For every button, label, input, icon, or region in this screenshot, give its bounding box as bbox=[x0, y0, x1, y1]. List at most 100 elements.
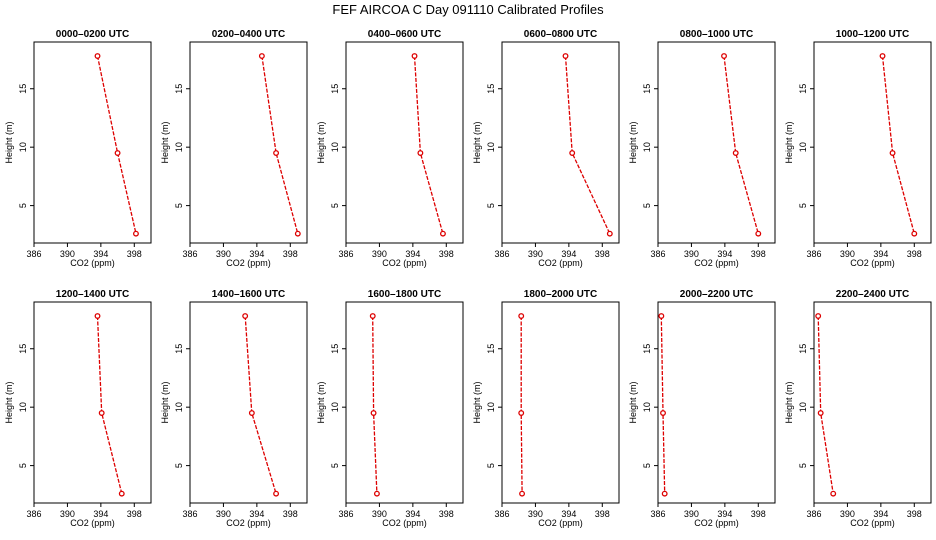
panel-title: 1400–1600 UTC bbox=[212, 289, 285, 300]
co2-profile-point bbox=[273, 150, 280, 156]
y-tick-label: 5 bbox=[642, 203, 652, 208]
panel-7: 1200–1400 UTC 386 390 394 398 5 10 15 CO2 (ppm) H… bbox=[4, 289, 152, 528]
co2-profile-point bbox=[606, 230, 613, 237]
co2-profile-point bbox=[118, 490, 125, 497]
x-tick-label: 386 bbox=[26, 509, 41, 519]
plot-frame bbox=[345, 301, 464, 504]
x-tick-label: 386 bbox=[494, 249, 509, 259]
y-tick-label: 10 bbox=[798, 142, 808, 152]
y-tick-label: 10 bbox=[642, 402, 652, 412]
plot-frame bbox=[657, 301, 776, 504]
plot-frame bbox=[189, 41, 308, 244]
x-tick-label: 394 bbox=[249, 249, 264, 259]
x-tick-label: 398 bbox=[595, 509, 610, 519]
x-tick-label: 386 bbox=[806, 509, 821, 519]
co2-profile-point bbox=[660, 410, 666, 416]
y-axis-label: Height (m) bbox=[628, 121, 638, 163]
y-tick-label: 15 bbox=[330, 344, 340, 354]
y-axis-label: Height (m) bbox=[628, 381, 638, 423]
panel-12: 2200–2400 UTC 386 390 394 398 5 10 15 CO2 (ppm) H… bbox=[784, 289, 932, 528]
co2-profile-point bbox=[879, 53, 886, 59]
panel-title: 2000–2200 UTC bbox=[680, 289, 753, 300]
y-tick-label: 15 bbox=[642, 344, 652, 354]
panel-title: 0400–0600 UTC bbox=[368, 29, 441, 40]
x-tick-label: 390 bbox=[684, 249, 699, 259]
x-tick-label: 394 bbox=[873, 249, 888, 259]
x-axis-label: CO2 (ppm) bbox=[850, 518, 895, 528]
co2-profile-point bbox=[94, 313, 101, 319]
x-axis-label: CO2 (ppm) bbox=[538, 258, 583, 268]
panel-2: 0200–0400 UTC 386 390 394 398 5 10 15 CO2 (ppm) H… bbox=[160, 29, 308, 268]
x-tick-label: 394 bbox=[561, 509, 576, 519]
panel-title: 0600–0800 UTC bbox=[524, 29, 597, 40]
plot-frame bbox=[189, 301, 308, 504]
co2-profile-point bbox=[721, 53, 727, 59]
co2-profile-point bbox=[569, 150, 576, 156]
plot-frame bbox=[501, 41, 620, 244]
y-tick-label: 5 bbox=[642, 463, 652, 468]
co2-profile-point bbox=[732, 150, 739, 156]
y-axis-label: Height (m) bbox=[472, 381, 482, 423]
y-tick-label: 10 bbox=[174, 402, 184, 412]
x-tick-label: 390 bbox=[216, 249, 231, 259]
x-tick-label: 386 bbox=[26, 249, 41, 259]
x-tick-label: 390 bbox=[528, 509, 543, 519]
x-tick-label: 398 bbox=[907, 509, 922, 519]
co2-profile-point bbox=[815, 313, 822, 319]
x-tick-label: 390 bbox=[840, 249, 855, 259]
x-tick-label: 394 bbox=[561, 249, 576, 259]
x-tick-label: 394 bbox=[405, 509, 420, 519]
y-axis-label: Height (m) bbox=[160, 381, 170, 423]
x-tick-label: 390 bbox=[372, 509, 387, 519]
x-axis-label: CO2 (ppm) bbox=[694, 518, 739, 528]
co2-profile-point bbox=[242, 313, 249, 319]
y-tick-label: 15 bbox=[798, 344, 808, 354]
y-tick-label: 15 bbox=[642, 84, 652, 94]
x-tick-label: 398 bbox=[907, 249, 922, 259]
y-tick-label: 10 bbox=[486, 142, 496, 152]
panel-5: 0800–1000 UTC 386 390 394 398 5 10 15 CO2 (ppm) H… bbox=[628, 29, 776, 268]
plot-frame bbox=[501, 301, 620, 504]
x-axis-label: CO2 (ppm) bbox=[70, 518, 115, 528]
y-tick-label: 5 bbox=[174, 463, 184, 468]
plot-frame bbox=[813, 41, 932, 244]
x-tick-label: 394 bbox=[717, 509, 732, 519]
x-tick-label: 398 bbox=[439, 249, 454, 259]
x-tick-label: 398 bbox=[439, 509, 454, 519]
co2-profile-point bbox=[370, 410, 377, 416]
co2-profile-point bbox=[373, 490, 380, 497]
y-tick-label: 15 bbox=[798, 84, 808, 94]
co2-profile-point bbox=[411, 53, 418, 59]
co2-profile-point bbox=[817, 410, 824, 416]
x-tick-label: 394 bbox=[249, 509, 264, 519]
co2-profile-point bbox=[518, 313, 525, 319]
figure-title: FEF AIRCOA C Day 091110 Calibrated Profi… bbox=[332, 2, 604, 17]
y-axis-label: Height (m) bbox=[784, 381, 794, 423]
x-tick-label: 398 bbox=[595, 249, 610, 259]
y-tick-label: 5 bbox=[330, 203, 340, 208]
x-tick-label: 386 bbox=[806, 249, 821, 259]
x-axis-label: CO2 (ppm) bbox=[850, 258, 895, 268]
y-tick-label: 10 bbox=[486, 402, 496, 412]
panel-title: 0000–0200 UTC bbox=[56, 29, 129, 40]
x-tick-label: 398 bbox=[751, 249, 766, 259]
co2-profile-point bbox=[518, 410, 525, 416]
y-tick-label: 15 bbox=[330, 84, 340, 94]
co2-profile-point bbox=[755, 230, 762, 237]
co2-profile-point bbox=[658, 313, 665, 319]
x-tick-label: 390 bbox=[372, 249, 387, 259]
x-tick-label: 386 bbox=[494, 509, 509, 519]
x-tick-label: 394 bbox=[93, 249, 108, 259]
co2-profile-point bbox=[294, 230, 301, 237]
x-axis-label: CO2 (ppm) bbox=[226, 518, 271, 528]
co2-profile-point bbox=[911, 230, 918, 237]
y-tick-label: 5 bbox=[174, 203, 184, 208]
x-tick-label: 394 bbox=[405, 249, 420, 259]
y-tick-label: 5 bbox=[486, 463, 496, 468]
y-tick-label: 15 bbox=[486, 344, 496, 354]
panel-title: 0200–0400 UTC bbox=[212, 29, 285, 40]
panel-title: 1200–1400 UTC bbox=[56, 289, 129, 300]
plot-frame bbox=[657, 41, 776, 244]
y-tick-label: 15 bbox=[18, 84, 28, 94]
